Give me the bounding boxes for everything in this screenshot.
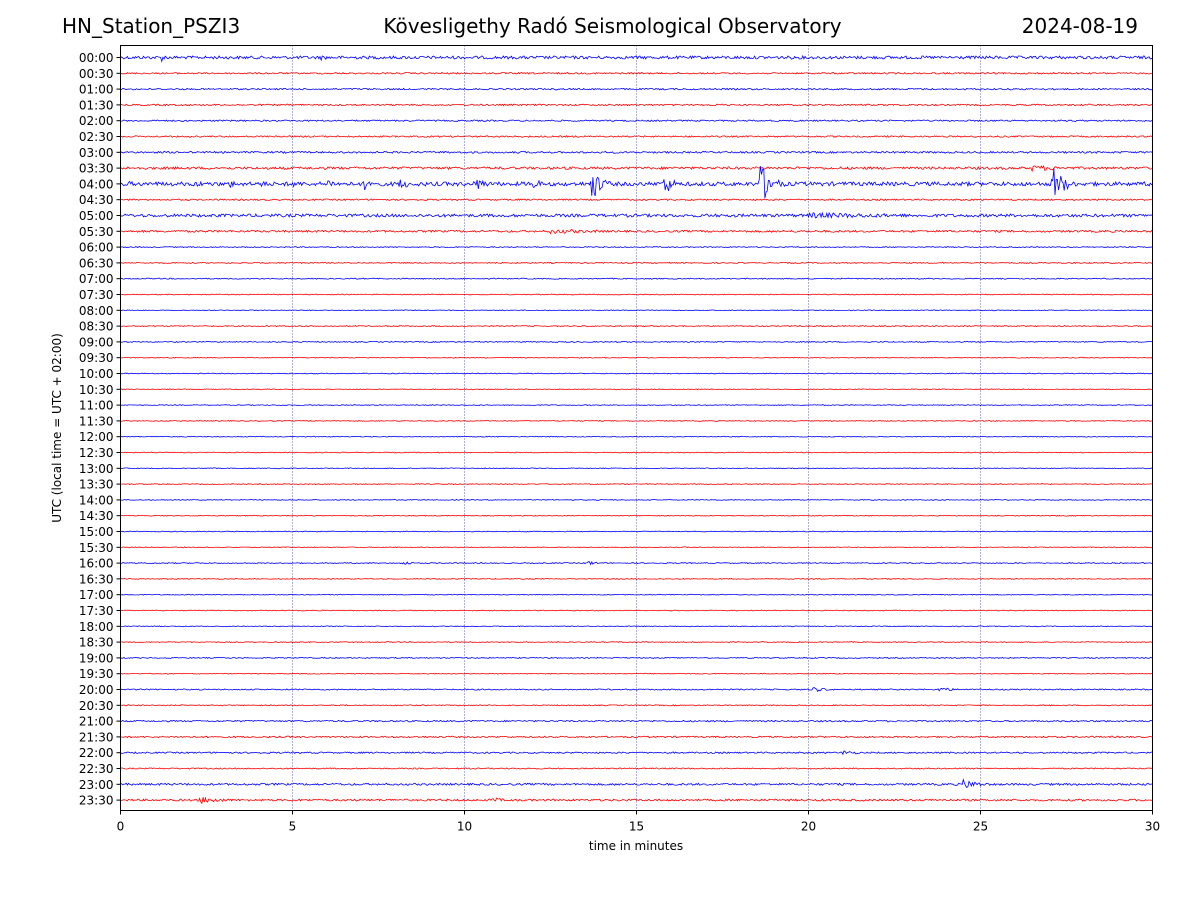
y-tick-label: 23:00	[79, 778, 114, 792]
y-tick-label: 02:30	[79, 130, 114, 144]
y-tick-label: 17:30	[79, 604, 114, 618]
trace-1430	[120, 514, 1153, 517]
trace-1630	[120, 578, 1153, 580]
y-tick-label: 06:00	[79, 241, 114, 255]
trace-0400	[120, 165, 1153, 199]
trace-1800	[120, 625, 1153, 628]
trace-1230	[120, 451, 1153, 454]
trace-2200	[120, 750, 1153, 756]
y-tick-label: 16:00	[79, 557, 114, 571]
y-tick-label: 22:30	[79, 762, 114, 776]
trace-0900	[120, 340, 1153, 343]
y-tick-label: 03:30	[79, 162, 114, 176]
x-tick-label: 15	[629, 820, 644, 834]
date-label: 2024-08-19	[1021, 14, 1138, 38]
trace-0830	[120, 325, 1153, 328]
y-tick-label: 11:00	[79, 399, 114, 413]
y-tick-label: 13:00	[79, 462, 114, 476]
y-tick-label: 09:00	[79, 335, 114, 349]
x-tick-label: 30	[1145, 820, 1160, 834]
x-axis-label: time in minutes	[589, 839, 683, 853]
y-tick-label: 08:30	[79, 320, 114, 334]
y-tick-label: 20:00	[79, 683, 114, 697]
y-tick-label: 22:00	[79, 746, 114, 760]
trace-1400	[120, 499, 1153, 501]
x-tick-label: 5	[289, 820, 297, 834]
y-tick-label: 01:30	[79, 98, 114, 112]
y-tick-label: 00:30	[79, 67, 114, 81]
x-tick-label: 10	[457, 820, 472, 834]
y-tick-label: 10:00	[79, 367, 114, 381]
y-tick-label: 07:30	[79, 288, 114, 302]
y-tick-label: 13:30	[79, 478, 114, 492]
y-tick-label: 01:00	[79, 83, 114, 97]
station-label: HN_Station_PSZI3	[62, 14, 241, 38]
y-tick-label: 04:00	[79, 177, 114, 191]
y-tick-label: 11:30	[79, 414, 114, 428]
vertical-gridlines	[292, 45, 981, 811]
y-tick-label: 05:30	[79, 225, 114, 239]
y-tick-label: 10:30	[79, 383, 114, 397]
chart-title: Kövesligethy Radó Seismological Observat…	[383, 14, 842, 38]
trace-1600	[120, 560, 1153, 566]
y-tick-label: 02:00	[79, 114, 114, 128]
y-tick-label: 18:00	[79, 620, 114, 634]
trace-0100	[120, 87, 1153, 91]
y-tick-label: 19:00	[79, 651, 114, 665]
y-tick-label: 21:30	[79, 730, 114, 744]
y-tick-label: 17:00	[79, 588, 114, 602]
y-tick-label: 04:30	[79, 193, 114, 207]
trace-0700	[120, 277, 1153, 280]
x-tick-label: 25	[973, 820, 988, 834]
x-tick-label: 20	[801, 820, 816, 834]
y-tick-label: 08:00	[79, 304, 114, 318]
x-tick-label: 0	[117, 820, 125, 834]
y-tick-label: 14:00	[79, 493, 114, 507]
y-tick-label: 12:30	[79, 446, 114, 460]
x-axis-ticks: 0 5 10 15 20 25 30	[117, 810, 1160, 834]
y-tick-label: 14:30	[79, 509, 114, 523]
trace-0130	[120, 103, 1153, 107]
y-axis-label: UTC (local time = UTC + 02:00)	[50, 333, 64, 523]
y-tick-label: 15:30	[79, 541, 114, 555]
y-tick-label: 05:00	[79, 209, 114, 223]
y-tick-label: 03:00	[79, 146, 114, 160]
y-tick-label: 19:30	[79, 667, 114, 681]
trace-1830	[120, 641, 1153, 643]
y-tick-label: 16:30	[79, 572, 114, 586]
trace-0300	[120, 150, 1153, 154]
y-tick-label: 20:30	[79, 699, 114, 713]
y-tick-label: 06:30	[79, 256, 114, 270]
y-tick-label: 12:00	[79, 430, 114, 444]
y-tick-label: 15:00	[79, 525, 114, 539]
trace-1030	[120, 388, 1153, 391]
trace-0630	[120, 261, 1153, 264]
y-tick-label: 21:00	[79, 715, 114, 729]
y-tick-label: 00:00	[79, 51, 114, 65]
y-tick-label: 18:30	[79, 636, 114, 650]
y-tick-label: 09:30	[79, 351, 114, 365]
trace-2000	[120, 687, 1153, 693]
y-tick-label: 23:30	[79, 794, 114, 808]
trace-1100	[120, 404, 1153, 406]
y-tick-label: 07:00	[79, 272, 114, 286]
trace-0330	[120, 165, 1153, 173]
